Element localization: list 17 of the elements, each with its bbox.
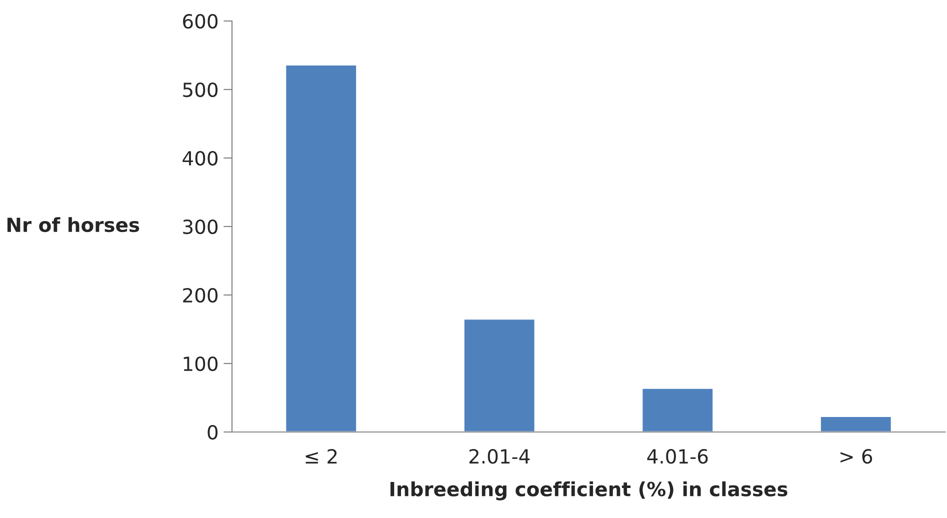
- y-tick-label: 100: [184, 356, 218, 372]
- x-axis-title: Inbreeding coefficient (%) in classes: [390, 481, 788, 500]
- y-tick-label: 500: [183, 82, 218, 98]
- bar: [641, 387, 714, 432]
- bar: [463, 318, 536, 432]
- x-tick-label: ≤ 2: [306, 449, 337, 464]
- y-tick-label: 400: [182, 150, 218, 166]
- x-tick-label: 2.01-4: [469, 449, 530, 464]
- y-tick-label: 200: [183, 288, 218, 303]
- y-tick-label: 0: [208, 424, 218, 440]
- x-tick-label: 4.01-6: [647, 449, 708, 464]
- bar: [284, 64, 358, 432]
- y-tick-label: 300: [183, 219, 218, 234]
- y-tick-label: 600: [183, 14, 218, 29]
- bar: [820, 416, 892, 432]
- y-axis-title: Nr of horses: [7, 217, 140, 232]
- x-tick-label: > 6: [840, 449, 872, 464]
